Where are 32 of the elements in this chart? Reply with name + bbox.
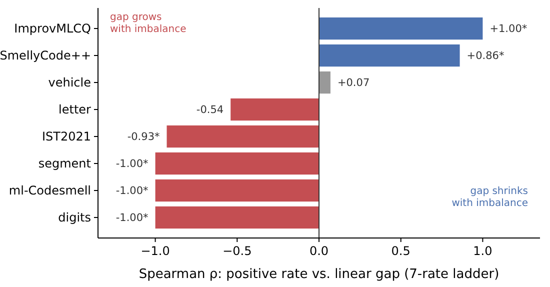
annotation: gap shrinks with imbalance <box>452 186 528 209</box>
bar <box>155 206 319 229</box>
x-tick-label: −0.5 <box>222 244 252 258</box>
bar <box>319 44 460 67</box>
x-tick-label: 1.0 <box>473 244 492 258</box>
bar <box>230 98 319 121</box>
data-label: +1.00* <box>490 23 528 36</box>
x-tick-label: 0.0 <box>309 244 329 258</box>
y-tick-label: vehicle <box>48 76 91 90</box>
data-label: -0.93* <box>127 131 160 144</box>
data-label: -1.00* <box>116 158 148 170</box>
y-tick-label: SmellyCode++ <box>0 48 91 63</box>
data-label: -1.00* <box>116 212 148 224</box>
y-tick-label: IST2021 <box>42 130 91 144</box>
y-tick-label: ImprovMLCQ <box>14 22 91 36</box>
y-tick-label: letter <box>58 102 92 117</box>
bar <box>155 152 319 175</box>
bar <box>319 71 330 94</box>
bar <box>166 125 319 148</box>
bar <box>155 179 319 202</box>
x-tick-label: 0.5 <box>391 244 410 258</box>
data-label: +0.86* <box>466 50 504 62</box>
data-label: +0.07 <box>337 77 370 90</box>
y-tick-label: digits <box>58 210 91 225</box>
data-label: -0.54 <box>196 104 224 116</box>
y-tick-label: segment <box>38 156 92 171</box>
annotation: gap grows with imbalance <box>110 12 186 35</box>
y-tick-label: ml-Codesmell <box>8 184 91 198</box>
x-tick-label: −1.0 <box>140 244 170 258</box>
bar <box>319 17 483 40</box>
x-axis-title: Spearman ρ: positive rate vs. linear gap (7-rate ladder) <box>138 267 500 282</box>
data-label: -1.00* <box>116 185 148 198</box>
